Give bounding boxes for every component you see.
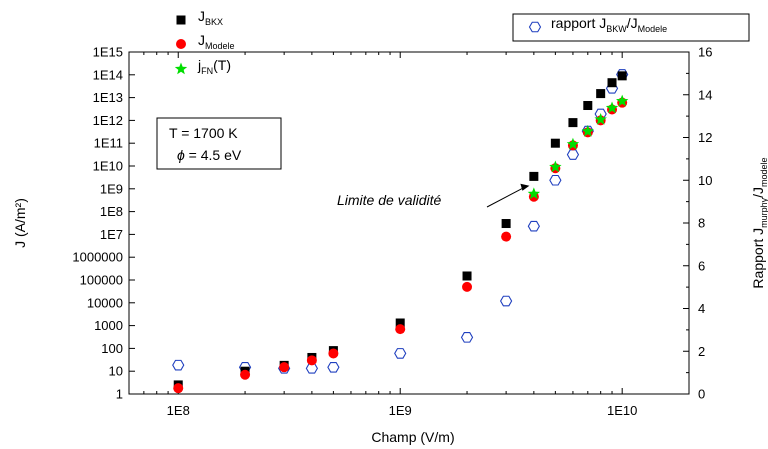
data-point-J_Modele: [173, 383, 184, 394]
y-right-tick-label: 0: [698, 387, 705, 402]
params-temperature: T = 1700 K: [169, 125, 238, 141]
data-point-J_BKX: [462, 271, 472, 281]
legend-marker-J_Modele: [176, 39, 186, 49]
y-left-tick-label: 1E15: [93, 45, 123, 60]
data-point-J_Modele: [501, 231, 512, 242]
data-point-ratio: [172, 359, 185, 371]
y-right-tick-label: 14: [698, 87, 712, 102]
y-left-tick-label: 1000: [94, 318, 123, 333]
data-point-jFN: [594, 112, 607, 125]
legend-label-J_BKX: JBKX: [198, 8, 223, 27]
data-point-J_BKX: [583, 101, 593, 111]
data-point-ratio: [566, 149, 580, 160]
y-left-tick-label: 1: [116, 387, 123, 402]
data-point-J_Modele: [395, 324, 406, 335]
x-tick-label: 1E9: [389, 403, 412, 418]
legend-marker-jFN: [174, 62, 188, 75]
data-point-jFN: [581, 124, 594, 137]
data-point-jFN: [616, 94, 629, 107]
data-point-J_BKX: [607, 78, 617, 88]
data-point-J_BKX: [501, 219, 511, 229]
y-left-tick-label: 1E12: [93, 113, 123, 128]
data-point-J_Modele: [279, 362, 290, 373]
y-left-tick-label: 1E10: [93, 159, 123, 174]
legend-marker-ratio: [528, 21, 542, 33]
data-point-ratio: [394, 348, 407, 359]
y-left-tick-label: 1E9: [100, 181, 123, 196]
y-left-tick-label: 1E13: [93, 90, 123, 105]
y-left-tick-label: 1000000: [72, 250, 123, 265]
data-point-jFN: [549, 160, 562, 173]
data-point-J_Modele: [462, 281, 473, 292]
data-point-jFN: [605, 101, 619, 114]
legend-label-J_Modele: JModele: [198, 32, 235, 51]
annotation-text: Limite de validité: [337, 192, 441, 208]
data-point-J_Modele: [306, 355, 317, 366]
y-left-tick-label: 100000: [80, 273, 123, 288]
params-work-function: ϕ = 4.5 eV: [177, 147, 242, 163]
data-point-J_BKX: [568, 118, 578, 128]
y-right-tick-label: 2: [698, 344, 705, 359]
y-left-axis-label: J (A/m²): [12, 198, 28, 248]
plot-frame: [128, 51, 690, 395]
x-tick-label: 1E10: [607, 403, 637, 418]
annotation-arrow-line: [486, 186, 526, 208]
data-point-jFN: [566, 137, 580, 150]
x-tick-label: 1E8: [167, 403, 190, 418]
y-right-tick-label: 4: [698, 301, 705, 316]
y-left-tick-label: 10: [109, 364, 123, 379]
y-right-axis-label: Rapport Jmurphy/Jmodele: [750, 157, 768, 288]
data-point-J_BKX: [395, 318, 405, 328]
y-left-tick-label: 10000: [87, 295, 123, 310]
annotation-arrow-head: [520, 183, 530, 191]
data-point-J_BKX: [596, 89, 606, 99]
legend-label-ratio: rapport JBKW/JModele: [551, 15, 667, 34]
data-point-jFN: [527, 187, 541, 200]
data-point-J_Modele: [328, 348, 339, 359]
legend-right-box: [512, 13, 750, 42]
data-point-J_BKX: [529, 171, 539, 181]
data-point-ratio: [499, 295, 513, 307]
y-right-tick-label: 12: [698, 130, 712, 145]
y-left-tick-label: 1E8: [100, 204, 123, 219]
data-point-ratio: [460, 332, 474, 343]
data-point-J_BKX: [617, 71, 627, 81]
y-right-tick-label: 8: [698, 216, 705, 231]
data-point-ratio: [549, 174, 562, 186]
data-point-ratio: [327, 361, 340, 373]
y-left-tick-label: 1E7: [100, 227, 123, 242]
legend-marker-J_BKX: [176, 15, 186, 25]
y-left-tick-label: 100: [101, 341, 123, 356]
y-left-tick-label: 1E11: [94, 136, 123, 151]
params-box: [156, 117, 282, 170]
y-left-tick-label: 1E14: [93, 67, 123, 82]
data-point-ratio: [527, 220, 540, 232]
x-axis-label: Champ (V/m): [371, 429, 454, 445]
data-point-J_BKX: [550, 138, 560, 148]
y-right-tick-label: 16: [698, 45, 712, 60]
y-right-tick-label: 6: [698, 258, 705, 273]
y-right-tick-label: 10: [698, 173, 712, 188]
legend-label-jFN: jFN(T): [197, 57, 231, 76]
data-point-J_Modele: [240, 369, 251, 380]
